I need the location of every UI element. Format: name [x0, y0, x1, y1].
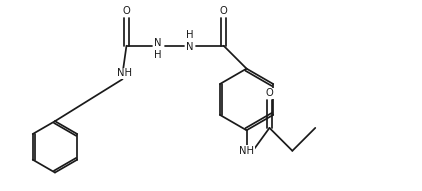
Text: NH: NH [239, 146, 254, 156]
Text: NH: NH [117, 68, 132, 78]
Text: O: O [265, 88, 273, 98]
Text: N
H: N H [154, 38, 162, 60]
Text: O: O [220, 6, 227, 16]
Text: H
N: H N [186, 30, 193, 52]
Text: O: O [123, 6, 130, 16]
